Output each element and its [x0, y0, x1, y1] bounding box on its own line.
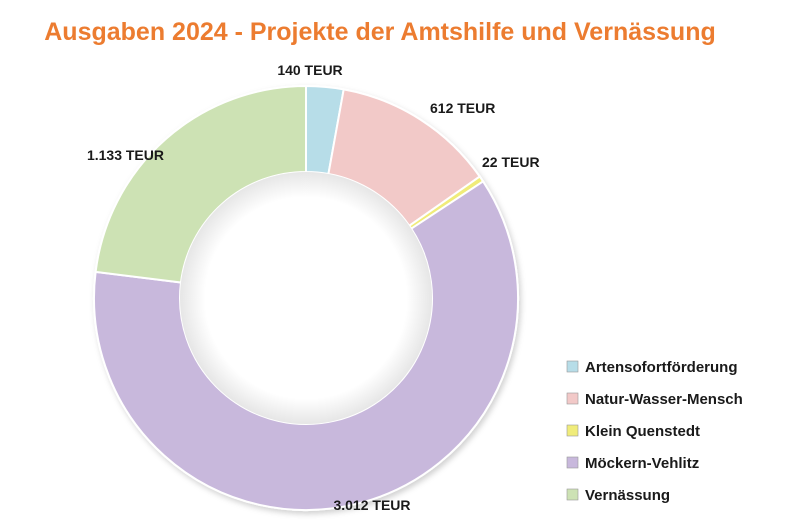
donut-slices: [93, 84, 519, 511]
data-label-artensofortfoerderung: 140 TEUR: [277, 62, 342, 78]
legend-swatch-vernaessung: [566, 488, 579, 501]
legend-swatch-natur-wasser-mensch: [566, 392, 579, 405]
chart-title: Ausgaben 2024 - Projekte der Amtshilfe u…: [44, 18, 716, 46]
data-label-moeckern-vehlitz: 3.012 TEUR: [333, 497, 410, 513]
legend-swatch-moeckern-vehlitz: [566, 456, 579, 469]
data-labels: 140 TEUR 612 TEUR 22 TEUR 3.012 TEUR 1.133 T…: [87, 62, 540, 513]
legend-label-klein-quenstedt: Klein Quenstedt: [585, 423, 700, 440]
data-label-klein-quenstedt: 22 TEUR: [482, 154, 540, 170]
legend-swatch-klein-quenstedt: [566, 424, 579, 437]
legend-swatch-artensofortfoerderung: [566, 360, 579, 373]
donut-hole: [180, 172, 432, 424]
data-label-vernaessung: 1.133 TEUR: [87, 147, 164, 163]
data-label-natur-wasser-mensch: 612 TEUR: [430, 100, 495, 116]
legend-label-natur-wasser-mensch: Natur-Wasser-Mensch: [585, 391, 743, 408]
legend: Artensofortförderung Natur-Wasser-Mensch K…: [566, 359, 743, 504]
legend-label-vernaessung: Vernässung: [585, 487, 670, 504]
legend-label-artensofortfoerderung: Artensofortförderung: [585, 359, 738, 376]
legend-label-moeckern-vehlitz: Möckern-Vehlitz: [585, 455, 699, 472]
